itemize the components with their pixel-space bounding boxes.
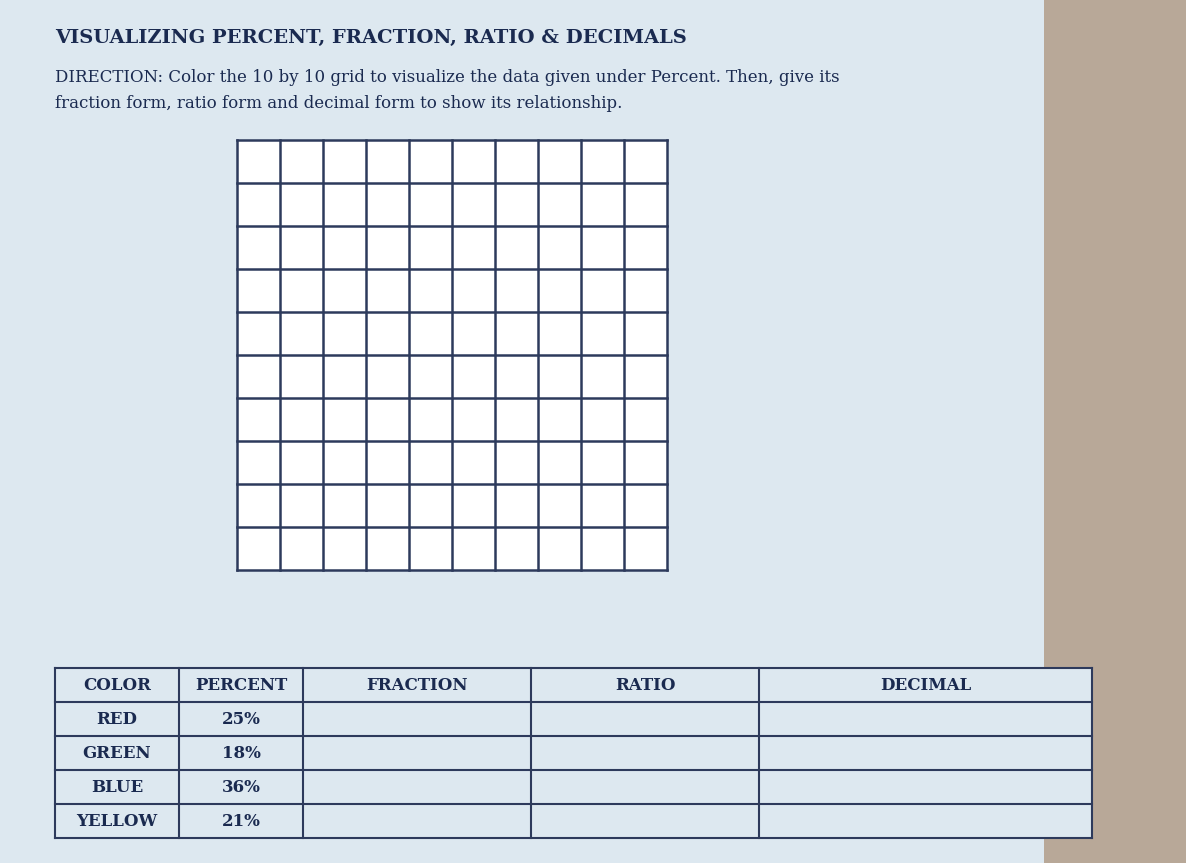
Text: 18%: 18% xyxy=(222,745,261,761)
Text: GREEN: GREEN xyxy=(83,745,152,761)
Text: DECIMAL: DECIMAL xyxy=(880,677,971,694)
Text: YELLOW: YELLOW xyxy=(76,812,158,829)
Text: VISUALIZING PERCENT, FRACTION, RATIO & DECIMALS: VISUALIZING PERCENT, FRACTION, RATIO & D… xyxy=(55,29,687,47)
Bar xyxy=(0,0,1044,863)
Text: BLUE: BLUE xyxy=(91,778,144,796)
Text: 36%: 36% xyxy=(222,778,261,796)
Text: fraction form, ratio form and decimal form to show its relationship.: fraction form, ratio form and decimal fo… xyxy=(55,95,623,111)
Bar xyxy=(237,140,667,570)
Text: RED: RED xyxy=(96,710,138,728)
Bar xyxy=(1044,0,1186,863)
Text: PERCENT: PERCENT xyxy=(195,677,287,694)
Text: FRACTION: FRACTION xyxy=(366,677,467,694)
Text: 21%: 21% xyxy=(222,812,261,829)
Text: RATIO: RATIO xyxy=(614,677,675,694)
Bar xyxy=(0,0,1044,863)
Text: 25%: 25% xyxy=(222,710,261,728)
Text: COLOR: COLOR xyxy=(83,677,151,694)
Text: DIRECTION: Color the 10 by 10 grid to visualize the data given under Percent. Th: DIRECTION: Color the 10 by 10 grid to vi… xyxy=(55,70,840,86)
Bar xyxy=(55,668,1092,838)
